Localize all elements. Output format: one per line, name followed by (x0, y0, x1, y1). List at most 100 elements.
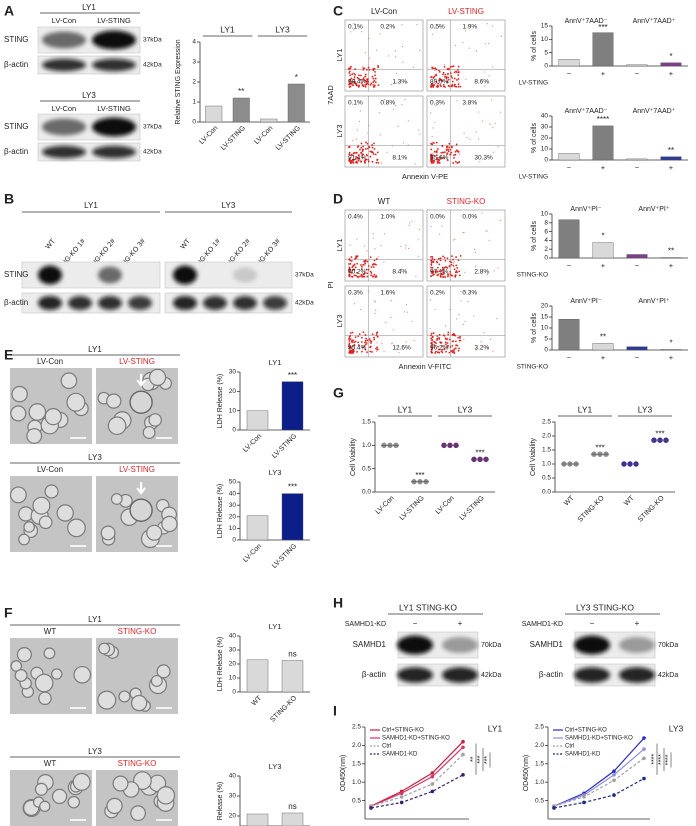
y-tick-label: 10 (541, 146, 549, 153)
cell-event (430, 255, 432, 258)
cell (39, 800, 51, 813)
series-marker (582, 800, 586, 805)
cell-event (379, 33, 381, 35)
label: LY1 (82, 3, 96, 12)
legend-label: SAMHD1-KD (565, 752, 601, 758)
cell-event (370, 272, 373, 274)
cell-event (449, 346, 452, 348)
cell-event (362, 85, 365, 88)
cell-event (446, 342, 449, 344)
cell-event (350, 159, 353, 162)
group-label: AnnV⁺7AAD⁻ (565, 108, 608, 115)
cell-event (487, 43, 490, 45)
cell-event (486, 23, 488, 25)
cell-event (376, 350, 378, 352)
label: LY1 (335, 239, 344, 252)
cell-event (445, 343, 447, 346)
bar (281, 493, 304, 541)
cell-event (475, 50, 477, 52)
cell (156, 664, 171, 679)
cell-event (445, 77, 448, 80)
cell (9, 486, 27, 504)
cell-event (443, 65, 446, 68)
cell (156, 786, 176, 805)
cell-event (391, 145, 394, 147)
cell-event (399, 80, 401, 82)
blot-band (98, 296, 122, 310)
cell-event (375, 263, 377, 266)
cell-event (432, 141, 434, 144)
cell-event (431, 143, 433, 146)
panel-letter: H (333, 595, 343, 611)
cell-event (484, 43, 486, 45)
cell-event (372, 275, 374, 278)
cell-event (366, 142, 369, 145)
quadrant-value: 0.1% (348, 100, 363, 107)
cell-event (445, 148, 448, 151)
series-marker (642, 747, 646, 751)
cell-event (453, 351, 456, 354)
quadrant-value: 0.0% (430, 214, 445, 221)
bar (246, 813, 269, 826)
panel-letter: E (4, 347, 13, 363)
bar (558, 153, 580, 161)
cell-event (430, 275, 432, 278)
cell-event (439, 233, 441, 235)
cell-event (454, 340, 457, 343)
cell-event (349, 334, 352, 337)
cell-event (468, 47, 470, 49)
cell (161, 515, 178, 533)
significance: *** (415, 471, 424, 480)
axis-title: % of cells (531, 31, 538, 61)
cell-event (452, 65, 455, 67)
cell-event (436, 158, 438, 161)
x-tick-label: + (601, 261, 606, 270)
group-label: LY1 (398, 404, 413, 414)
cell-event (360, 336, 363, 339)
cell-event (435, 141, 438, 144)
cell-event (364, 259, 367, 262)
cell-event (376, 158, 379, 161)
significance: *** (475, 448, 484, 457)
cell-event (449, 153, 452, 156)
cell-event (362, 331, 365, 334)
label: LY3 (269, 762, 282, 771)
y-tick-label: 20 (541, 303, 549, 310)
label: LV-STING (119, 357, 155, 366)
cell-event (374, 301, 377, 303)
cell-event (449, 309, 451, 311)
cell-event (492, 25, 494, 27)
cell-event (359, 148, 361, 151)
label: LY3 (335, 125, 344, 138)
cell-event (486, 274, 488, 276)
y-tick-label: 10 (229, 675, 237, 682)
cell-event (370, 266, 373, 269)
cell-event (458, 347, 460, 350)
cell-event (371, 351, 373, 353)
cell-event (359, 74, 362, 77)
cell-event (360, 268, 363, 271)
cell-event (366, 275, 369, 278)
axis-title: Release (%) (217, 782, 224, 821)
cell-event (367, 80, 370, 83)
axis-title: Cell Viability (350, 438, 357, 476)
quadrant-value: 0.2% (380, 24, 395, 31)
y-tick-label: 40 (229, 773, 237, 780)
cell-event (374, 70, 376, 73)
cell-event (368, 68, 371, 71)
label: STING (4, 122, 28, 131)
blot-band (42, 118, 86, 136)
cell-event (348, 83, 350, 86)
series-line (370, 741, 464, 807)
axis-title: Annexin V-PE (402, 172, 448, 181)
cell-event (358, 333, 361, 336)
cell-event (456, 344, 459, 347)
legend-label: Ctrl (565, 744, 574, 750)
y-tick-label: 0.5 (352, 797, 361, 804)
cell-event (372, 69, 375, 72)
cell-event (369, 256, 372, 259)
cell-event (493, 151, 495, 153)
cell-event (446, 153, 448, 156)
cell-event (348, 263, 350, 265)
cell-event (371, 146, 374, 149)
